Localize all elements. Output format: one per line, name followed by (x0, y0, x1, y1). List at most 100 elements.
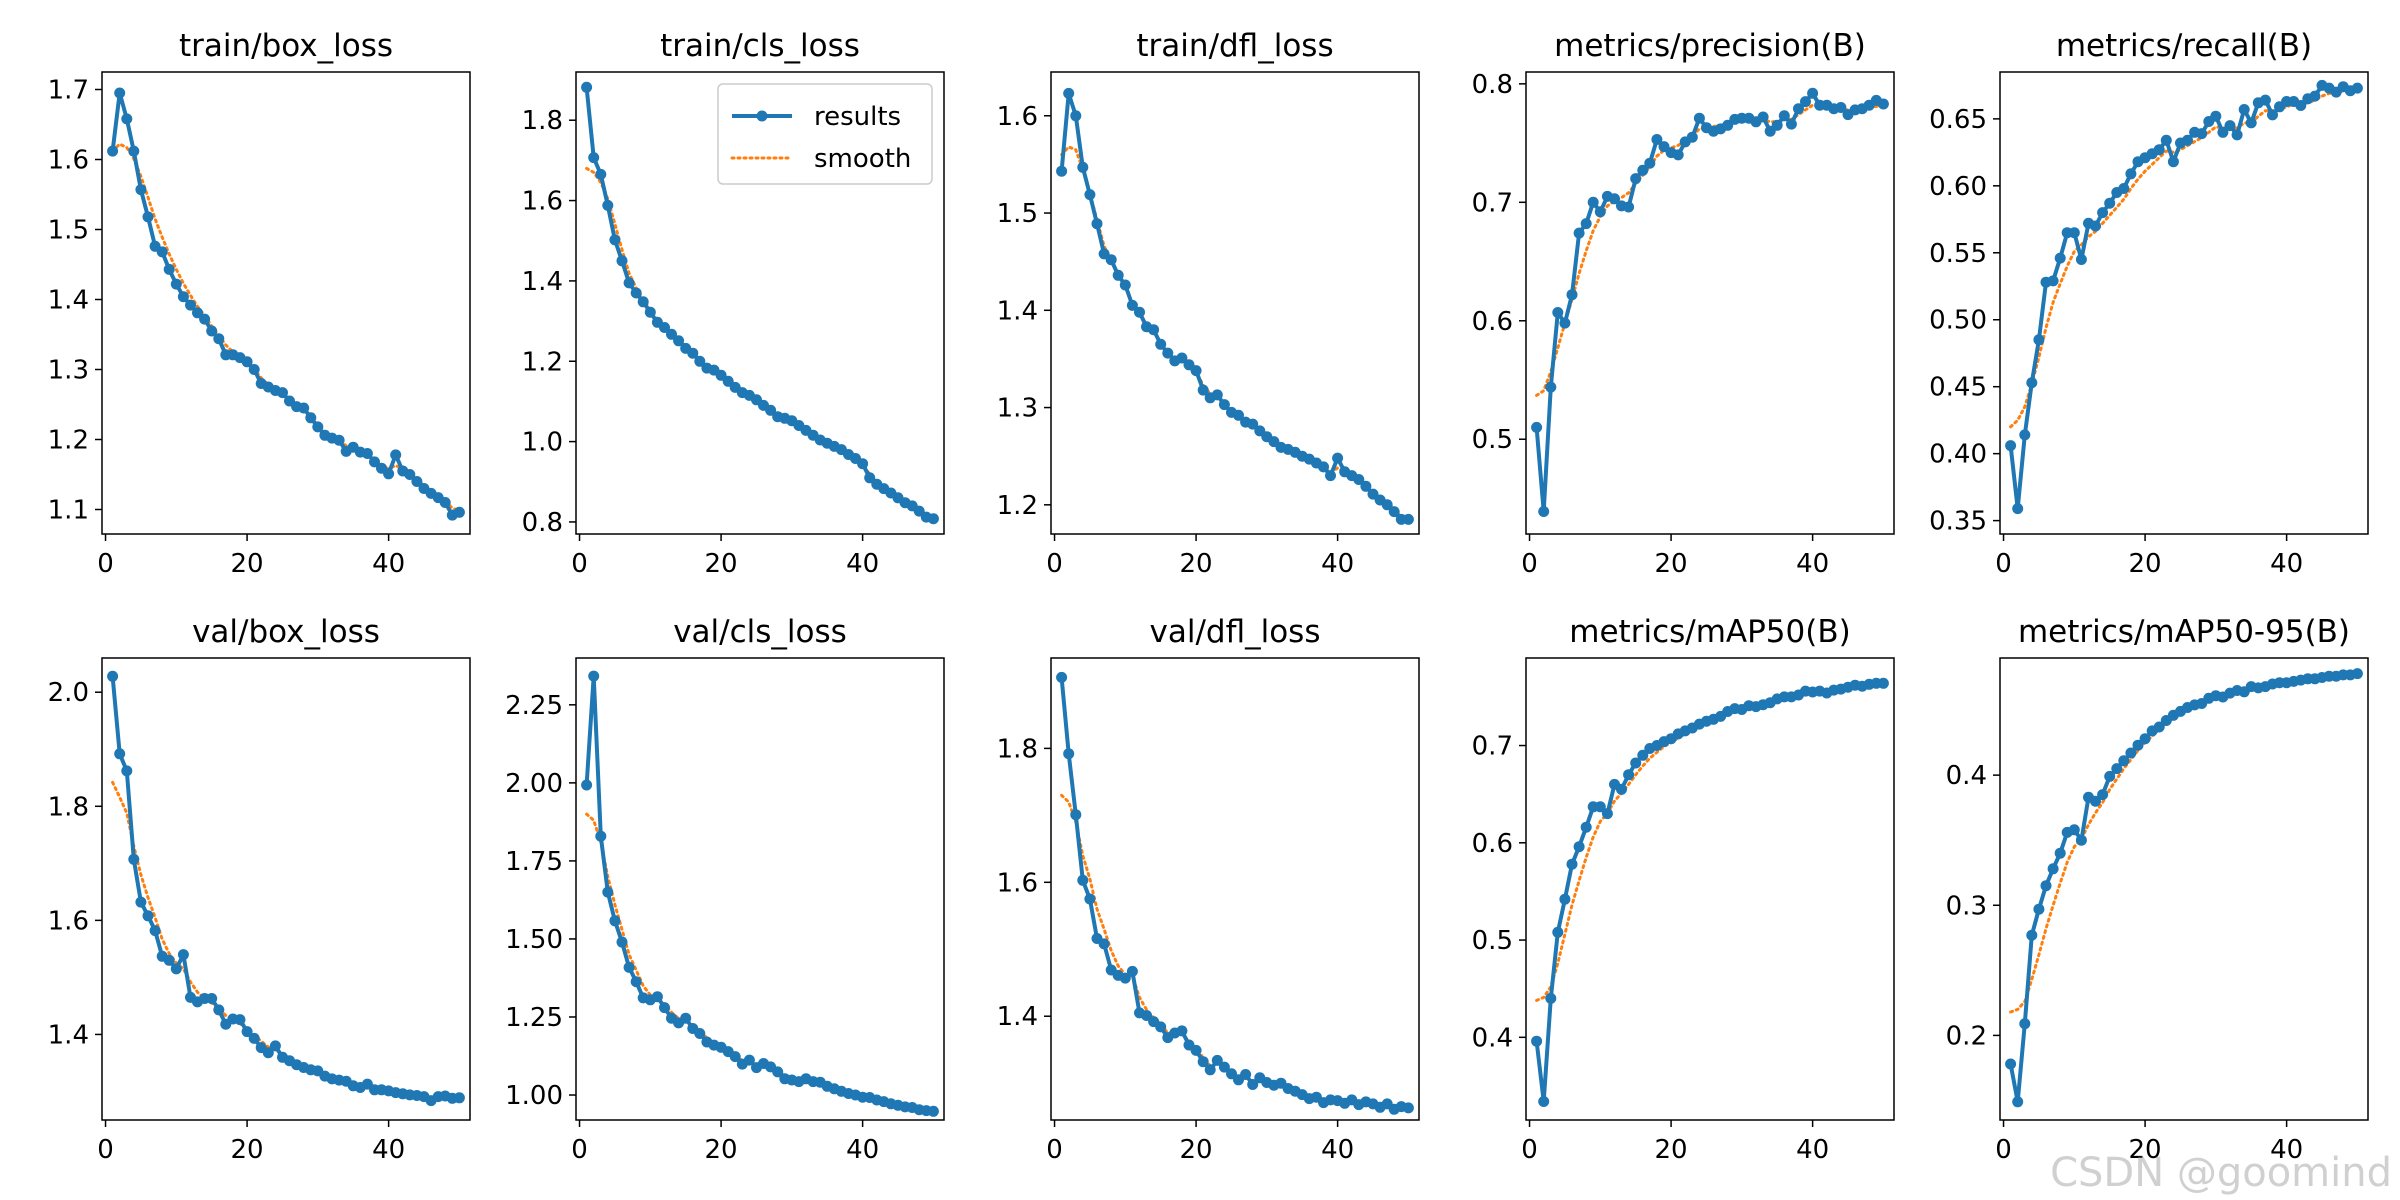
y-tick-label: 2.0 (48, 678, 89, 708)
results-point (1247, 418, 1259, 430)
results-point (1190, 365, 1202, 377)
y-tick-label: 1.8 (522, 106, 563, 136)
results-point (1119, 279, 1131, 291)
results-point (1218, 1061, 1230, 1073)
results-point (305, 412, 317, 424)
results-point (149, 925, 161, 937)
x-tick-label: 20 (1655, 1135, 1688, 1165)
results-point (2210, 110, 2222, 122)
y-tick-label: 1.3 (997, 394, 1038, 424)
y-tick-label: 1.5 (997, 199, 1038, 229)
results-point (1056, 671, 1068, 683)
results-point (128, 145, 140, 157)
subplot-train-box-loss: train/box_loss 0 20 40 1.1 1.2 1.3 1.4 1.5 1.6 1.7 (48, 28, 471, 579)
y-tick-label: 0.35 (1929, 507, 1987, 537)
results-point (241, 1026, 253, 1038)
results-point (2238, 104, 2250, 115)
results-point (602, 886, 614, 898)
results-point (312, 421, 324, 433)
subplot-title: val/cls_loss (673, 614, 847, 650)
y-tick-label: 2.00 (505, 769, 563, 799)
plot-frame (1999, 657, 2369, 1121)
results-point (1162, 347, 1174, 359)
results-point (114, 87, 126, 99)
results-point (1388, 506, 1400, 518)
subplot-val-dfl-loss: val/dfl_loss 0 20 40 1.4 1.6 1.8 (997, 614, 1420, 1165)
results-point (1176, 352, 1188, 364)
results-point (2033, 903, 2045, 915)
results-point (588, 670, 600, 682)
subplot-title: train/dfl_loss (1136, 28, 1333, 64)
results-point (1771, 119, 1783, 131)
results-point (1545, 992, 1557, 1004)
results-point (298, 402, 310, 414)
results-point (602, 199, 614, 211)
results-point (659, 1002, 670, 1014)
results-point (1877, 98, 1889, 110)
results-point (1835, 102, 1847, 113)
results-point (1552, 307, 1564, 318)
results-point (1778, 110, 1790, 122)
plot-frame (575, 71, 945, 535)
plot-frame (575, 657, 945, 1121)
results-point (170, 278, 182, 290)
results-point (581, 779, 593, 791)
results-point (439, 497, 451, 508)
results-point (2295, 100, 2307, 111)
smooth-line (1060, 145, 1410, 520)
y-tick-label: 0.40 (1929, 440, 1987, 470)
y-tick-label: 0.6 (1472, 307, 1513, 337)
results-point (1807, 87, 1819, 99)
x-tick-label: 40 (372, 1135, 405, 1165)
results-point (588, 152, 600, 164)
x-tick-label: 20 (231, 549, 264, 579)
results-point (1793, 103, 1804, 115)
results-point (2125, 168, 2137, 180)
results-point (2217, 126, 2229, 138)
results-point (1325, 470, 1336, 482)
y-tick-label: 0.65 (1929, 105, 1987, 135)
results-point (1623, 769, 1635, 781)
y-tick-label: 0.2 (1946, 1021, 1987, 1051)
results-point (1644, 157, 1656, 169)
results-point (1353, 474, 1365, 485)
y-tick-label: 1.6 (48, 146, 89, 176)
results-point (128, 853, 140, 865)
results-point (1332, 452, 1344, 464)
smooth-line (111, 780, 461, 1100)
results-point (2231, 129, 2243, 141)
y-tick-label: 1.8 (48, 792, 89, 822)
results-point (1538, 506, 1550, 517)
x-tick-label: 40 (372, 549, 405, 579)
results-point (2153, 144, 2165, 156)
results-line (110, 91, 461, 518)
plot-frame (1050, 657, 1420, 1121)
x-tick-label: 20 (1655, 549, 1688, 579)
results-point (2097, 207, 2109, 219)
smooth-line (1060, 793, 1410, 1110)
y-tick-label: 1.75 (505, 847, 563, 877)
results-point (1240, 1069, 1252, 1080)
results-point (2118, 755, 2130, 767)
x-tick-label: 0 (97, 549, 114, 579)
y-tick-label: 1.4 (522, 267, 563, 297)
x-tick-label: 0 (1995, 1135, 2012, 1165)
y-tick-label: 0.60 (1929, 172, 1987, 202)
results-point (2196, 128, 2208, 140)
results-point (2068, 824, 2080, 836)
y-tick-label: 1.2 (997, 491, 1038, 521)
results-point (1566, 858, 1578, 870)
results-point (2104, 197, 2116, 209)
y-tick-label: 0.7 (1472, 732, 1513, 762)
results-point (121, 113, 133, 125)
results-point (694, 355, 706, 367)
results-point (177, 291, 189, 303)
results-point (743, 1054, 755, 1066)
results-point (277, 387, 288, 399)
subplot-title: train/cls_loss (660, 28, 860, 64)
results-point (927, 513, 939, 525)
legend: results smooth (717, 83, 933, 185)
plot-frame (1999, 71, 2369, 535)
plot-frame (1050, 71, 1420, 535)
